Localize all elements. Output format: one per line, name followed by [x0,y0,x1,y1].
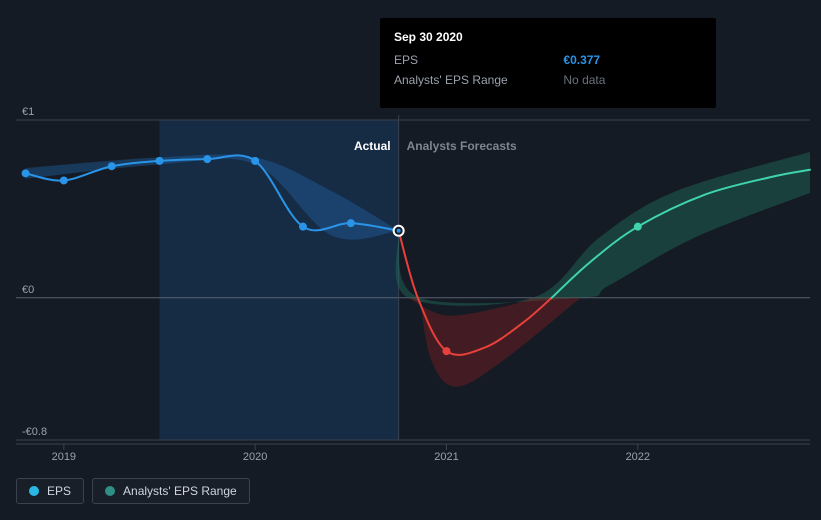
y-tick-label: €1 [22,106,34,118]
tooltip-date: Sep 30 2020 [394,28,702,46]
tooltip-table: EPS €0.377 Analysts' EPS Range No data [394,50,702,90]
data-point[interactable] [203,155,211,163]
data-point[interactable] [347,219,355,227]
x-tick-label: 2022 [626,451,650,463]
data-point[interactable] [299,223,307,231]
region-label-actual: Actual [354,139,391,153]
data-point[interactable] [155,157,163,165]
x-tick-label: 2021 [434,451,458,463]
chart-legend: EPS Analysts' EPS Range [16,478,250,504]
legend-label: Analysts' EPS Range [123,484,237,498]
x-tick-label: 2020 [243,451,267,463]
data-point[interactable] [108,162,116,170]
legend-label: EPS [47,484,71,498]
tooltip-row-range: Analysts' EPS Range No data [394,70,702,90]
highlight-marker-inner [397,229,401,233]
tooltip-label: Analysts' EPS Range [394,70,563,90]
data-point[interactable] [251,157,259,165]
data-point[interactable] [22,169,30,177]
y-tick-label: €0 [22,284,34,296]
x-tick-label: 2019 [52,451,76,463]
eps-chart: €1 €0 -€0.8 2019 2020 2021 2022 Actual Analysts … [0,0,821,520]
tooltip-row-eps: EPS €0.377 [394,50,702,70]
data-point[interactable] [634,223,642,231]
legend-swatch-icon [29,486,39,496]
tooltip-value: €0.377 [563,50,702,70]
tooltip-label: EPS [394,50,563,70]
data-point[interactable] [442,347,450,355]
y-tick-label: -€0.8 [22,426,47,438]
tooltip-value: No data [563,70,702,90]
chart-tooltip: Sep 30 2020 EPS €0.377 Analysts' EPS Ran… [380,18,716,108]
data-point[interactable] [60,176,68,184]
legend-item-eps[interactable]: EPS [16,478,84,504]
region-label-forecast: Analysts Forecasts [407,139,517,153]
legend-swatch-icon [105,486,115,496]
legend-item-range[interactable]: Analysts' EPS Range [92,478,250,504]
